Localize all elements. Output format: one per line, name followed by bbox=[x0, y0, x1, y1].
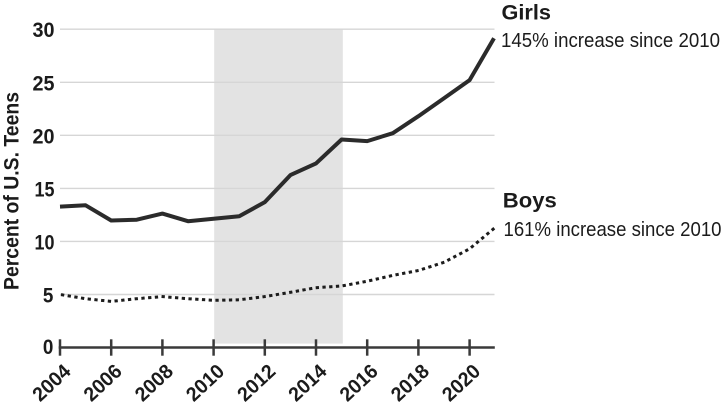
svg-text:161% increase since 2010: 161% increase since 2010 bbox=[504, 219, 722, 241]
svg-text:5: 5 bbox=[43, 285, 54, 308]
svg-text:15: 15 bbox=[35, 178, 55, 201]
svg-text:2014: 2014 bbox=[285, 360, 332, 406]
svg-text:145% increase since 2010: 145% increase since 2010 bbox=[501, 30, 720, 52]
svg-text:2006: 2006 bbox=[80, 360, 127, 406]
svg-text:0: 0 bbox=[43, 336, 54, 359]
svg-text:2020: 2020 bbox=[438, 360, 485, 406]
svg-text:2018: 2018 bbox=[387, 360, 434, 406]
svg-text:2012: 2012 bbox=[233, 360, 280, 406]
svg-text:10: 10 bbox=[35, 231, 55, 254]
svg-text:25: 25 bbox=[33, 72, 55, 95]
svg-text:20: 20 bbox=[33, 125, 55, 148]
svg-text:30: 30 bbox=[33, 19, 55, 42]
svg-text:Girls: Girls bbox=[502, 1, 552, 24]
svg-text:Boys: Boys bbox=[503, 190, 557, 213]
svg-text:2010: 2010 bbox=[182, 360, 229, 406]
svg-text:Percent of U.S. Teens: Percent of U.S. Teens bbox=[0, 92, 23, 290]
svg-text:2016: 2016 bbox=[336, 360, 383, 406]
svg-text:2008: 2008 bbox=[131, 360, 178, 406]
svg-text:2004: 2004 bbox=[29, 360, 76, 406]
